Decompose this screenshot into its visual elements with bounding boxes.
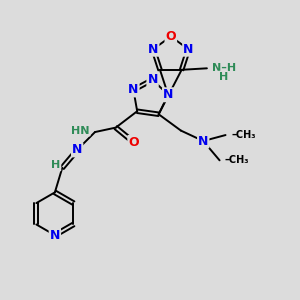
Text: N: N [128, 83, 139, 96]
Text: HN: HN [71, 126, 90, 136]
Text: N: N [183, 43, 194, 56]
Text: O: O [166, 30, 176, 43]
Text: N: N [147, 73, 158, 86]
Text: H: H [51, 160, 60, 170]
Text: N: N [198, 134, 208, 148]
Text: N: N [163, 88, 173, 101]
Text: N: N [72, 143, 82, 156]
Text: H: H [219, 72, 228, 82]
Text: –CH₃: –CH₃ [224, 155, 248, 165]
Text: N–H: N–H [212, 63, 236, 73]
Text: O: O [128, 136, 139, 149]
Text: –CH₃: –CH₃ [232, 130, 256, 140]
Text: N: N [148, 43, 158, 56]
Text: N: N [50, 229, 60, 242]
